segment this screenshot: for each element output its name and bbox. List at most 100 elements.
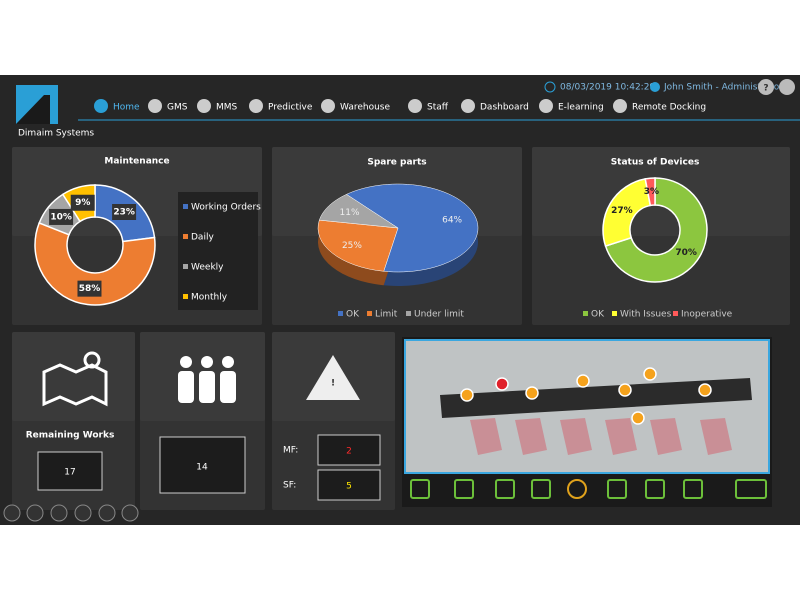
legend-swatch — [183, 234, 188, 239]
fault-label: MF: — [283, 446, 298, 456]
fault-value: 2 — [346, 447, 352, 457]
clock-icon — [544, 81, 556, 93]
toolbar-icon[interactable] — [645, 479, 665, 499]
legend-label: Under limit — [414, 310, 464, 320]
footer-button[interactable] — [121, 504, 139, 522]
footer-button[interactable] — [98, 504, 116, 522]
map-pin[interactable] — [525, 386, 539, 400]
footer-button[interactable] — [3, 504, 21, 522]
legend-swatch — [583, 311, 588, 316]
person-body — [220, 371, 236, 403]
nav-icon — [148, 99, 162, 113]
pie-slice — [317, 219, 399, 272]
data-label-box — [49, 208, 74, 225]
map-pin[interactable] — [495, 377, 509, 391]
nav-item[interactable]: MMS — [216, 103, 238, 113]
nav-item[interactable]: Predictive — [268, 103, 313, 113]
data-label: 27% — [611, 206, 633, 216]
nav-icon — [461, 99, 475, 113]
pie-slice — [345, 183, 479, 273]
help-icon: ? — [763, 84, 768, 94]
footer-button[interactable] — [50, 504, 68, 522]
help-button[interactable] — [758, 79, 774, 95]
warning-icon — [306, 355, 360, 400]
value-box — [317, 469, 381, 501]
nav-icon — [613, 99, 627, 113]
footer-button[interactable] — [26, 504, 44, 522]
chart-title: Status of Devices — [611, 158, 700, 168]
toolbar-icon[interactable] — [495, 479, 515, 499]
nav-item[interactable]: Warehouse — [340, 103, 390, 113]
pie-slice — [34, 221, 156, 306]
nav-item[interactable]: E-learning — [558, 103, 604, 113]
legend-label: With Issues — [620, 310, 672, 320]
value-box — [159, 436, 246, 494]
map-pin[interactable] — [576, 374, 590, 388]
toolbar-icon[interactable] — [454, 479, 474, 499]
map-pin[interactable] — [698, 383, 712, 397]
map-icon — [42, 363, 108, 407]
nav-icon — [94, 99, 108, 113]
pin-icon — [83, 351, 101, 369]
nav-icon — [249, 99, 263, 113]
data-label: 64% — [442, 216, 462, 226]
footer-button[interactable] — [74, 504, 92, 522]
toolbar-icon[interactable] — [567, 479, 587, 499]
nav-item[interactable]: Dashboard — [480, 103, 529, 113]
legend-label: Monthly — [191, 293, 228, 303]
nav-icon — [539, 99, 553, 113]
widget-value: 14 — [196, 463, 208, 473]
logo-cut — [16, 95, 50, 124]
legend-label: Limit — [375, 310, 398, 320]
toolbar-icon[interactable] — [607, 479, 627, 499]
map-pin[interactable] — [631, 411, 645, 425]
datetime: 08/03/2019 10:42:29 — [560, 83, 655, 93]
power-button[interactable] — [779, 79, 795, 95]
data-label-box — [70, 194, 95, 211]
data-label: 70% — [675, 248, 697, 258]
pie-slice — [318, 194, 399, 229]
toolbar-icon[interactable] — [531, 479, 551, 499]
toolbar-icon[interactable] — [683, 479, 703, 499]
nav-item[interactable]: Staff — [427, 103, 449, 113]
user: John Smith - Administrator — [663, 83, 783, 93]
person-head — [201, 356, 213, 368]
nav-icon — [321, 99, 335, 113]
data-label: 25% — [342, 241, 362, 251]
nav-item[interactable]: Remote Docking — [632, 103, 706, 113]
legend-box — [178, 192, 258, 310]
nav-icon — [197, 99, 211, 113]
value-box — [317, 434, 381, 466]
map-pin[interactable] — [618, 383, 632, 397]
legend-swatch — [183, 204, 188, 209]
toolbar-icon[interactable] — [410, 479, 430, 499]
nav-item[interactable]: GMS — [167, 103, 188, 113]
map-pin[interactable] — [643, 367, 657, 381]
widget-value: 17 — [64, 468, 75, 478]
data-label: 23% — [113, 207, 135, 217]
toolbar-icon[interactable] — [735, 479, 767, 499]
value-box — [37, 451, 103, 491]
legend-swatch — [338, 311, 343, 316]
pie-slice — [604, 177, 708, 283]
widget-label: Remaining Works — [26, 431, 115, 441]
legend-label: Inoperative — [681, 310, 733, 320]
chart-title: Spare parts — [367, 158, 426, 168]
stand — [650, 418, 682, 455]
legend-label: OK — [591, 310, 605, 320]
legend-label: Weekly — [191, 263, 224, 273]
data-label-box — [112, 203, 137, 220]
data-label-box — [77, 280, 102, 297]
person-head — [222, 356, 234, 368]
data-label: 3% — [644, 187, 659, 197]
stand — [560, 418, 592, 455]
legend-label: OK — [346, 310, 360, 320]
person-body — [199, 371, 215, 403]
stand — [605, 418, 637, 455]
legend-swatch — [367, 311, 372, 316]
nav-item[interactable]: Home — [113, 103, 140, 113]
map-pin[interactable] — [460, 388, 474, 402]
nav-icon — [408, 99, 422, 113]
brand: Dimaim Systems — [18, 129, 94, 139]
